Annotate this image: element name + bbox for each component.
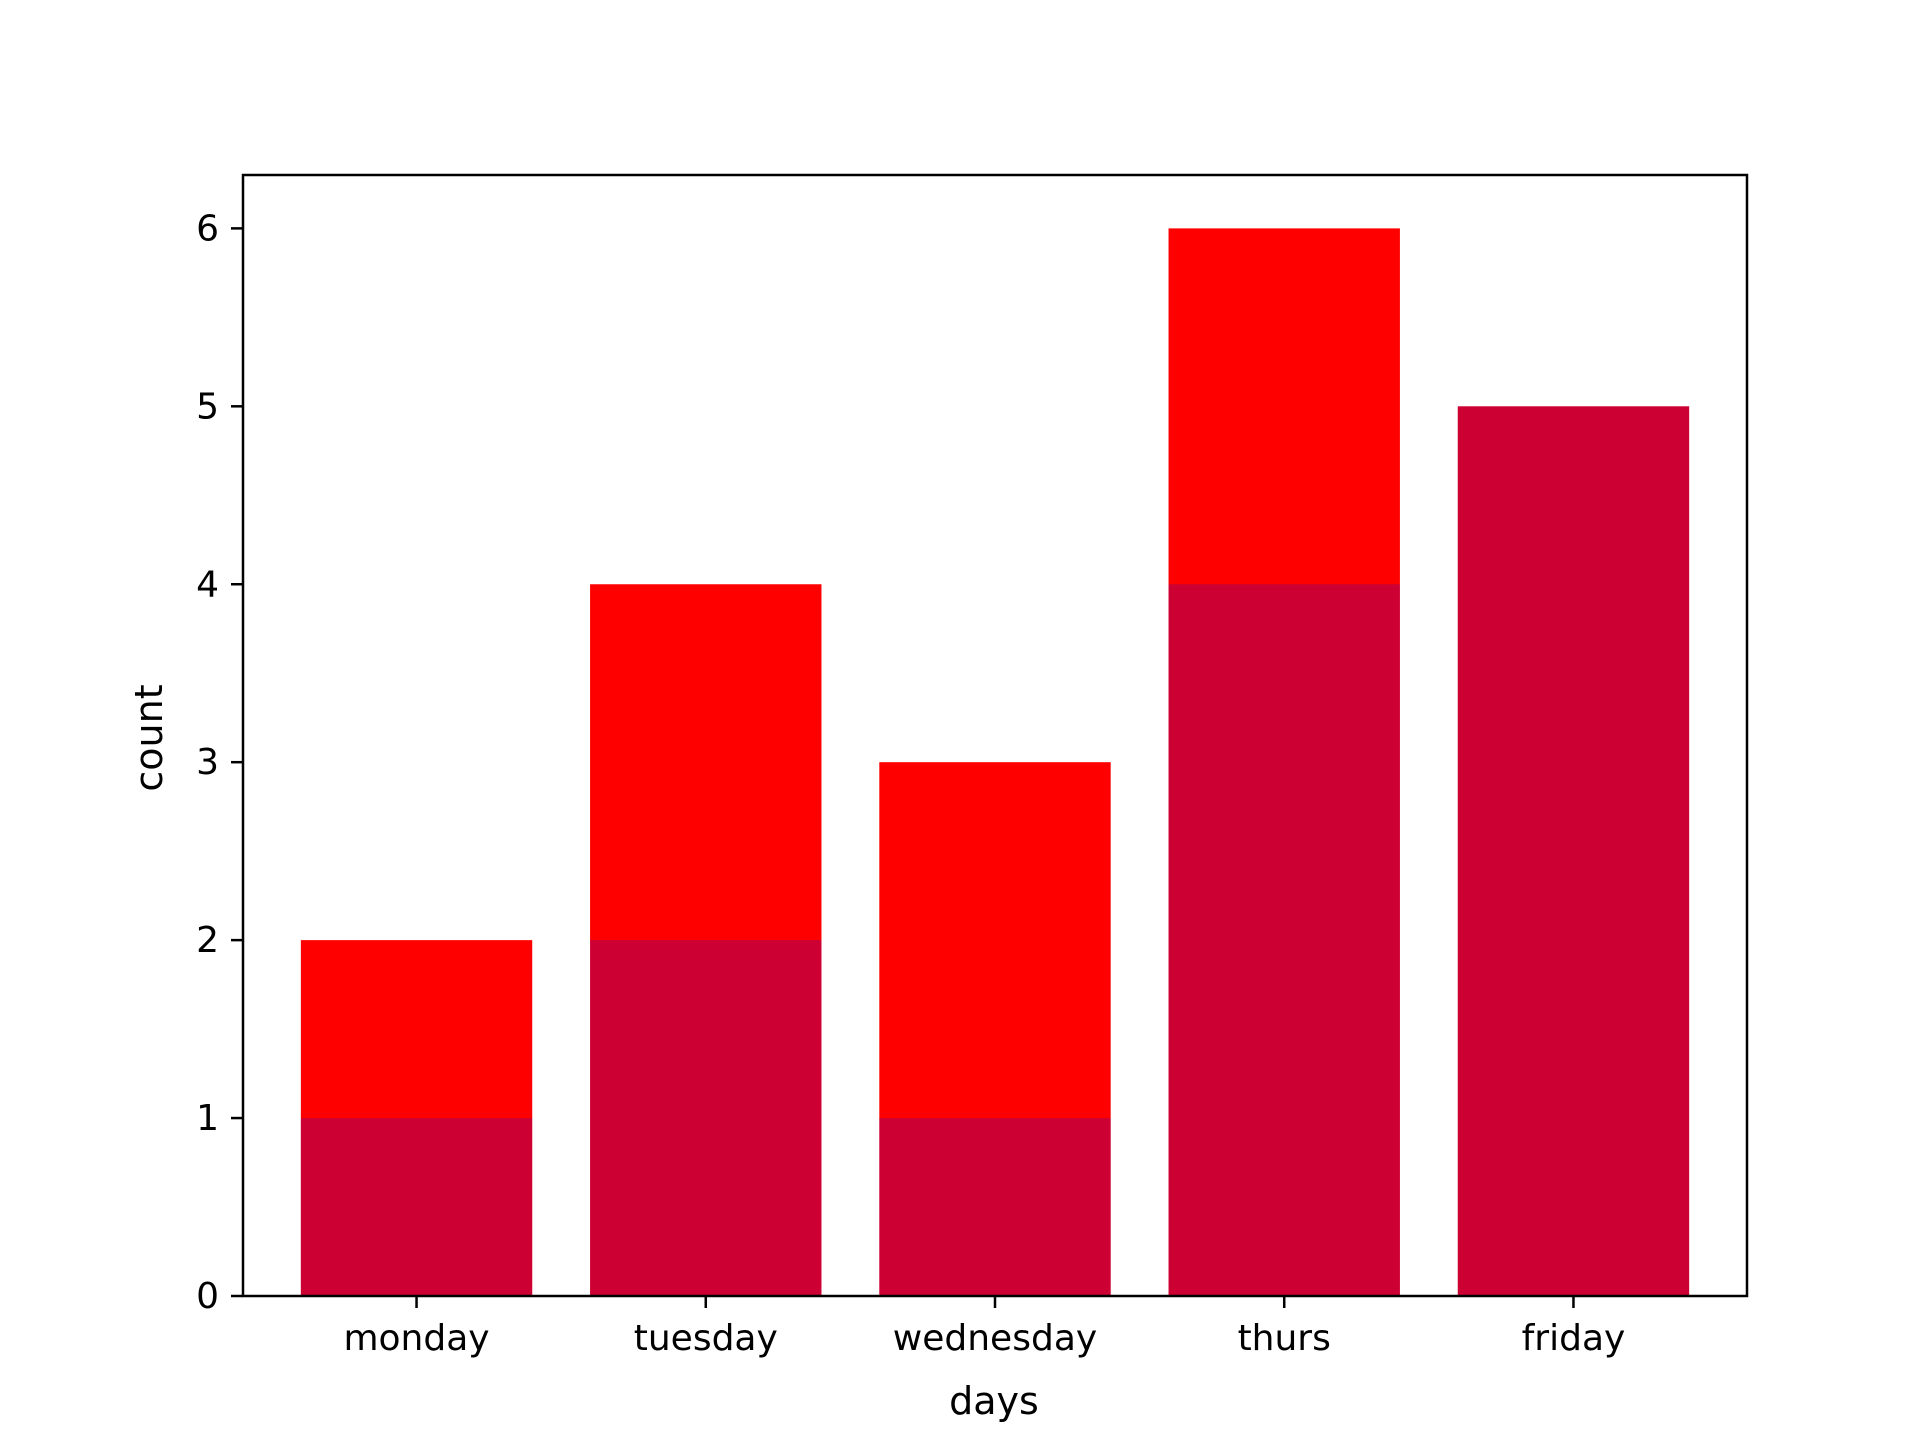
x-tick-label-wednesday: wednesday [893,1318,1097,1359]
y-tick-label-0: 0 [196,1276,219,1317]
x-tick-label-friday: friday [1522,1318,1626,1359]
bar-s2-friday [1457,406,1690,1296]
bar-s2-monday [300,1118,533,1296]
y-axis-label: count [127,684,171,791]
axes-layer: 0 1 2 3 4 5 6 monday tuesday wednesday thurs friday [196,173,1749,1359]
y-tick-label-2: 2 [196,920,219,961]
y-tick-label-1: 1 [196,1098,219,1139]
x-tick-label-monday: monday [343,1318,489,1359]
bar-s2-thurs [1168,584,1400,1296]
bars-layer [300,228,1690,1296]
bar-s1-tuesday [590,584,822,1296]
y-tick-label-5: 5 [196,386,219,427]
bar-s1-wednesday [879,762,1111,1296]
x-tick-label-tuesday: tuesday [634,1318,778,1359]
bar-s2-wednesday [879,1118,1111,1296]
x-tick-label-thurs: thurs [1238,1318,1331,1359]
y-tick-label-6: 6 [196,208,219,249]
y-tick-label-4: 4 [196,564,219,605]
bar-s1-friday [1457,406,1690,1296]
bar-s1-thurs [1168,228,1400,1296]
y-tick-label-3: 3 [196,742,219,783]
bar-s1-monday [300,940,533,1296]
bar-s2-tuesday [590,940,822,1296]
x-axis-label: days [949,1379,1039,1423]
